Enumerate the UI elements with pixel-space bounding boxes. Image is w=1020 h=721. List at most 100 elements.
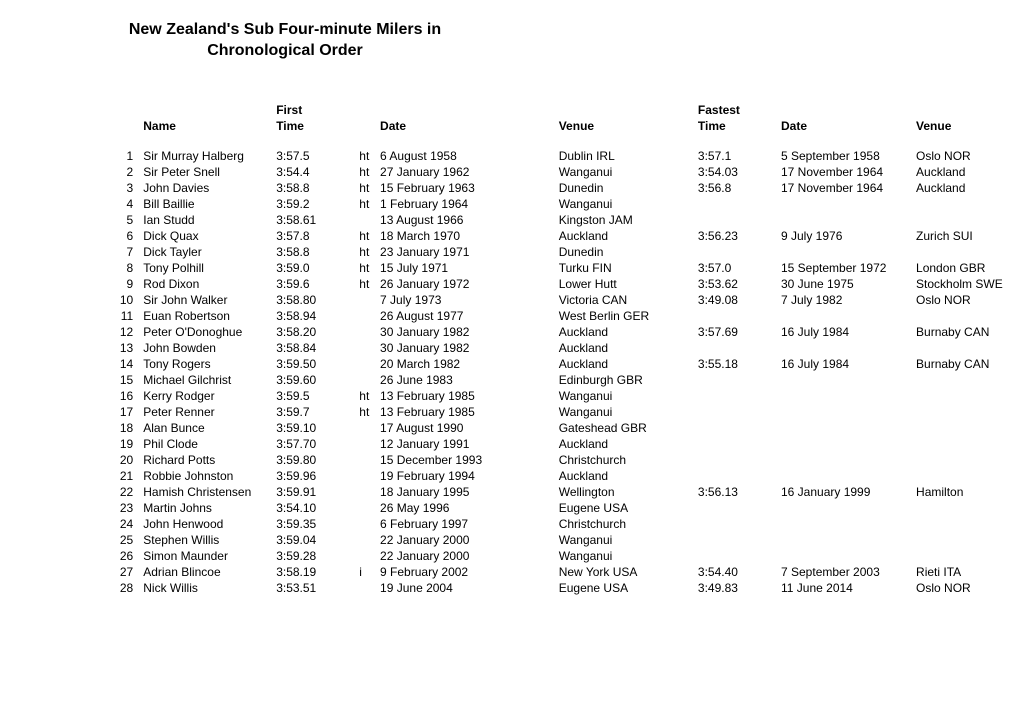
first-time: 3:59.5	[276, 388, 359, 404]
first-venue: New York USA	[559, 564, 698, 580]
row-num: 10	[110, 292, 143, 308]
table-row: 19Phil Clode3:57.7012 January 1991Auckla…	[110, 436, 1020, 452]
fastest-venue: Zurich SUI	[916, 228, 1020, 244]
fastest-time	[698, 500, 781, 516]
fastest-time	[698, 436, 781, 452]
first-time: 3:59.0	[276, 260, 359, 276]
fastest-time: 3:56.13	[698, 484, 781, 500]
first-venue: Auckland	[559, 228, 698, 244]
fastest-venue	[916, 308, 1020, 324]
table-row: 13John Bowden3:58.8430 January 1982Auckl…	[110, 340, 1020, 356]
row-num: 16	[110, 388, 143, 404]
first-venue: Wanganui	[559, 532, 698, 548]
row-num: 20	[110, 452, 143, 468]
fastest-date	[781, 196, 916, 212]
fastest-venue	[916, 436, 1020, 452]
first-date: 18 January 1995	[380, 484, 559, 500]
fastest-time	[698, 244, 781, 260]
first-venue: Wellington	[559, 484, 698, 500]
fastest-date: 9 July 1976	[781, 228, 916, 244]
first-date: 12 January 1991	[380, 436, 559, 452]
first-date: 6 February 1997	[380, 516, 559, 532]
time-note: ht	[359, 164, 380, 180]
first-time: 3:58.84	[276, 340, 359, 356]
first-venue: Gateshead GBR	[559, 420, 698, 436]
fastest-time: 3:57.0	[698, 260, 781, 276]
fastest-time: 3:54.40	[698, 564, 781, 580]
time-note	[359, 420, 380, 436]
time-note	[359, 500, 380, 516]
fastest-time: 3:53.62	[698, 276, 781, 292]
fastest-date: 16 January 1999	[781, 484, 916, 500]
first-venue: Auckland	[559, 468, 698, 484]
fastest-venue	[916, 244, 1020, 260]
table-row: 21Robbie Johnston3:59.9619 February 1994…	[110, 468, 1020, 484]
first-time: 3:59.91	[276, 484, 359, 500]
time-note	[359, 468, 380, 484]
fastest-date	[781, 420, 916, 436]
table-row: 22Hamish Christensen3:59.9118 January 19…	[110, 484, 1020, 500]
athlete-name: Stephen Willis	[143, 532, 276, 548]
fastest-date: 17 November 1964	[781, 180, 916, 196]
fastest-date: 5 September 1958	[781, 148, 916, 164]
first-venue: Edinburgh GBR	[559, 372, 698, 388]
col-date-2: Date	[781, 102, 916, 148]
fastest-venue	[916, 468, 1020, 484]
fastest-venue: Rieti ITA	[916, 564, 1020, 580]
table-row: 23Martin Johns3:54.1026 May 1996Eugene U…	[110, 500, 1020, 516]
fastest-venue: Oslo NOR	[916, 292, 1020, 308]
row-num: 28	[110, 580, 143, 596]
first-venue: Dublin IRL	[559, 148, 698, 164]
time-note	[359, 372, 380, 388]
first-venue: Christchurch	[559, 452, 698, 468]
time-note	[359, 484, 380, 500]
fastest-time	[698, 532, 781, 548]
fastest-venue: London GBR	[916, 260, 1020, 276]
athlete-name: Robbie Johnston	[143, 468, 276, 484]
first-venue: Christchurch	[559, 516, 698, 532]
first-date: 19 February 1994	[380, 468, 559, 484]
time-note: ht	[359, 180, 380, 196]
fastest-date	[781, 212, 916, 228]
table-row: 10Sir John Walker3:58.807 July 1973Victo…	[110, 292, 1020, 308]
athlete-name: Martin Johns	[143, 500, 276, 516]
fastest-time	[698, 196, 781, 212]
fastest-date	[781, 452, 916, 468]
time-note	[359, 212, 380, 228]
table-row: 3John Davies3:58.8ht15 February 1963Dune…	[110, 180, 1020, 196]
first-time: 3:58.20	[276, 324, 359, 340]
first-venue: Eugene USA	[559, 580, 698, 596]
fastest-date	[781, 404, 916, 420]
fastest-date	[781, 388, 916, 404]
first-time: 3:59.10	[276, 420, 359, 436]
row-num: 5	[110, 212, 143, 228]
first-venue: Lower Hutt	[559, 276, 698, 292]
first-time: 3:58.80	[276, 292, 359, 308]
col-fastest-time: FastestTime	[698, 102, 781, 148]
first-venue: Wanganui	[559, 196, 698, 212]
first-time: 3:58.8	[276, 180, 359, 196]
fastest-date	[781, 500, 916, 516]
time-note: ht	[359, 388, 380, 404]
fastest-date	[781, 532, 916, 548]
athlete-name: Euan Robertson	[143, 308, 276, 324]
first-time: 3:59.7	[276, 404, 359, 420]
athlete-name: Kerry Rodger	[143, 388, 276, 404]
athlete-name: Phil Clode	[143, 436, 276, 452]
fastest-venue	[916, 516, 1020, 532]
table-row: 7Dick Tayler3:58.8ht23 January 1971Duned…	[110, 244, 1020, 260]
first-venue: West Berlin GER	[559, 308, 698, 324]
fastest-time	[698, 404, 781, 420]
row-num: 4	[110, 196, 143, 212]
athlete-name: Simon Maunder	[143, 548, 276, 564]
first-time: 3:59.6	[276, 276, 359, 292]
first-date: 1 February 1964	[380, 196, 559, 212]
first-venue: Victoria CAN	[559, 292, 698, 308]
first-time: 3:59.04	[276, 532, 359, 548]
first-time: 3:59.60	[276, 372, 359, 388]
fastest-venue: Oslo NOR	[916, 148, 1020, 164]
time-note	[359, 292, 380, 308]
fastest-date	[781, 516, 916, 532]
first-date: 15 February 1963	[380, 180, 559, 196]
first-date: 13 August 1966	[380, 212, 559, 228]
